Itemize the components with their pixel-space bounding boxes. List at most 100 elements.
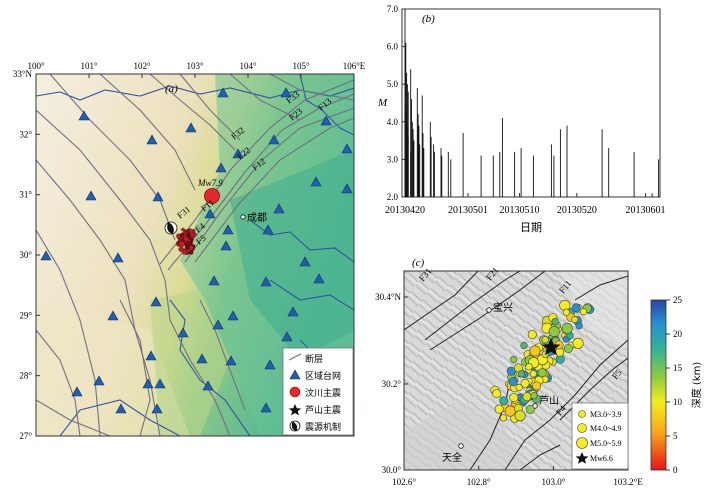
aftershock-cluster-a [175,227,197,255]
aftershock-dot [184,245,190,250]
a-lat-tick-label: 31° [19,190,32,200]
legend-label-lushan: 芦山主震 [305,404,341,416]
aftershock-circle [509,393,519,403]
a-lat-tick-label: 28° [19,371,32,381]
station-marker [154,378,166,389]
aftershock-dot [178,240,185,247]
a-lon-tick-label: 100° [27,61,45,71]
c-lat-tick-label: 30.2° [382,379,402,389]
chengdu-marker [240,214,246,220]
b-x-tick-label: 20130420 [385,205,425,216]
aftershock-circle [515,383,523,392]
aftershock-circle [530,392,538,400]
legend-label-mw: Mw6.6 [590,454,613,463]
a-lon-tick-label: 106°E [343,61,366,71]
station-marker [260,276,272,287]
aftershock-circle [529,370,538,378]
colorbar-label: 深度 (km) [690,362,703,409]
aftershock-circle [532,381,542,391]
aftershock-circle [522,392,532,402]
b-y-tick-label: 6.0 [387,42,399,52]
panel-b-y-ticks: 2.0 3.0 4.0 5.0 6.0 7.0 [387,4,406,202]
aftershock-circle [525,404,535,414]
colorbar-tick-label: 5 [673,431,678,441]
legend-label-m3: M3.0~3.9 [590,410,621,419]
town-label-tianquan: 天全 [442,451,462,464]
aftershock-circle [504,405,516,417]
aftershock-dot [189,250,194,255]
station-marker [222,224,234,235]
station-marker [177,327,189,338]
legend-m4-icon [577,423,587,433]
station-marker [204,208,216,219]
aftershock-circle [548,325,560,337]
station-marker [71,386,83,397]
legend-fault-line [288,353,302,361]
town-marker-baoxing [486,307,492,313]
panel-a-map: 100° 101° 102° 103° 104° 105° 106°E 33°N 32° 31°… [13,61,366,441]
station-marker [260,402,272,413]
aftershock-circle [499,414,508,422]
aftershock-circle [492,389,502,399]
station-marker [146,134,158,145]
station-marker [287,306,299,317]
aftershock-circle [575,322,583,330]
aftershock-circle [514,410,526,422]
aftershock-circle [510,356,518,364]
station-marker [232,148,244,159]
legend-mw-star-icon [575,452,589,464]
aftershock-circle [520,378,530,388]
legend-focal-icon [289,420,301,432]
panel-c-fault-lines [404,271,628,470]
panel-c-latitude-ticks: 30.4°N 30.2° 30.0° [375,292,408,475]
b-y-tick-label: 4.0 [387,117,399,127]
colorbar-tick-label: 20 [673,329,683,339]
legend-label-m4: M4.0~4.9 [590,424,621,433]
legend-m5-icon [576,437,588,449]
aftershock-circle [525,363,533,371]
station-marker [341,183,353,194]
station-marker [112,252,124,263]
station-marker [185,122,197,133]
a-lon-tick-label: 104° [239,61,257,71]
focal-mechanism-icon [164,221,178,235]
b-y-tick-label: 3.0 [387,154,399,164]
a-lat-tick-label: 29° [19,310,32,320]
panel-b-label: (b) [422,13,435,25]
a-lat-tick-label: 27° [19,431,32,441]
fault-lines [36,74,354,436]
depth-colorbar: 0 5 10 15 20 25 深度 (km) [650,295,703,475]
station-marker [142,378,154,389]
panel-a-legend: 断层 区域台网 汶川主震 芦山主震 震源机制 [282,347,354,436]
station-marker [202,380,214,391]
aftershock-dot [183,236,189,242]
a-lon-tick-label: 101° [80,61,98,71]
station-marker [341,143,353,154]
city-label-chengdu: 成都 [247,212,267,224]
station-marker [145,350,157,361]
station-marker [273,203,285,214]
panel-a-latitude-ticks: 33°N 32° 31° 30° 29° 28° 27° [13,69,40,441]
a-lat-tick-label: 33°N [13,69,33,79]
aftershock-circle [541,336,549,344]
wenchuan-mainshock-marker [204,188,220,204]
aftershock-dot [188,228,194,234]
aftershock-circle [579,308,588,316]
station-marker [78,110,90,121]
panel-c-map: 102.6° 102.8° 103.0° 103.2°E 30.4°N30.2°30.… [375,257,703,487]
lushan-mainshock-star [541,338,561,356]
panel-b-ylabel: M [377,97,388,109]
station-marker [150,296,162,307]
station-marker [225,355,237,366]
aftershock-dot [181,227,185,232]
legend-label-fault: 断层 [305,353,323,365]
station-marker [280,87,292,98]
a-lat-tick-label: 32° [19,129,32,139]
panel-a-label: (a) [165,83,178,95]
town-label-lushan: 芦山 [539,395,559,407]
station-marker [227,310,239,321]
panel-b-chart: (b) 2.0 3.0 4.0 5.0 6.0 7.0 20130420 20130501 2… [377,4,666,234]
colorbar-tick-label: 25 [673,295,683,305]
aftershock-circle [499,396,509,406]
